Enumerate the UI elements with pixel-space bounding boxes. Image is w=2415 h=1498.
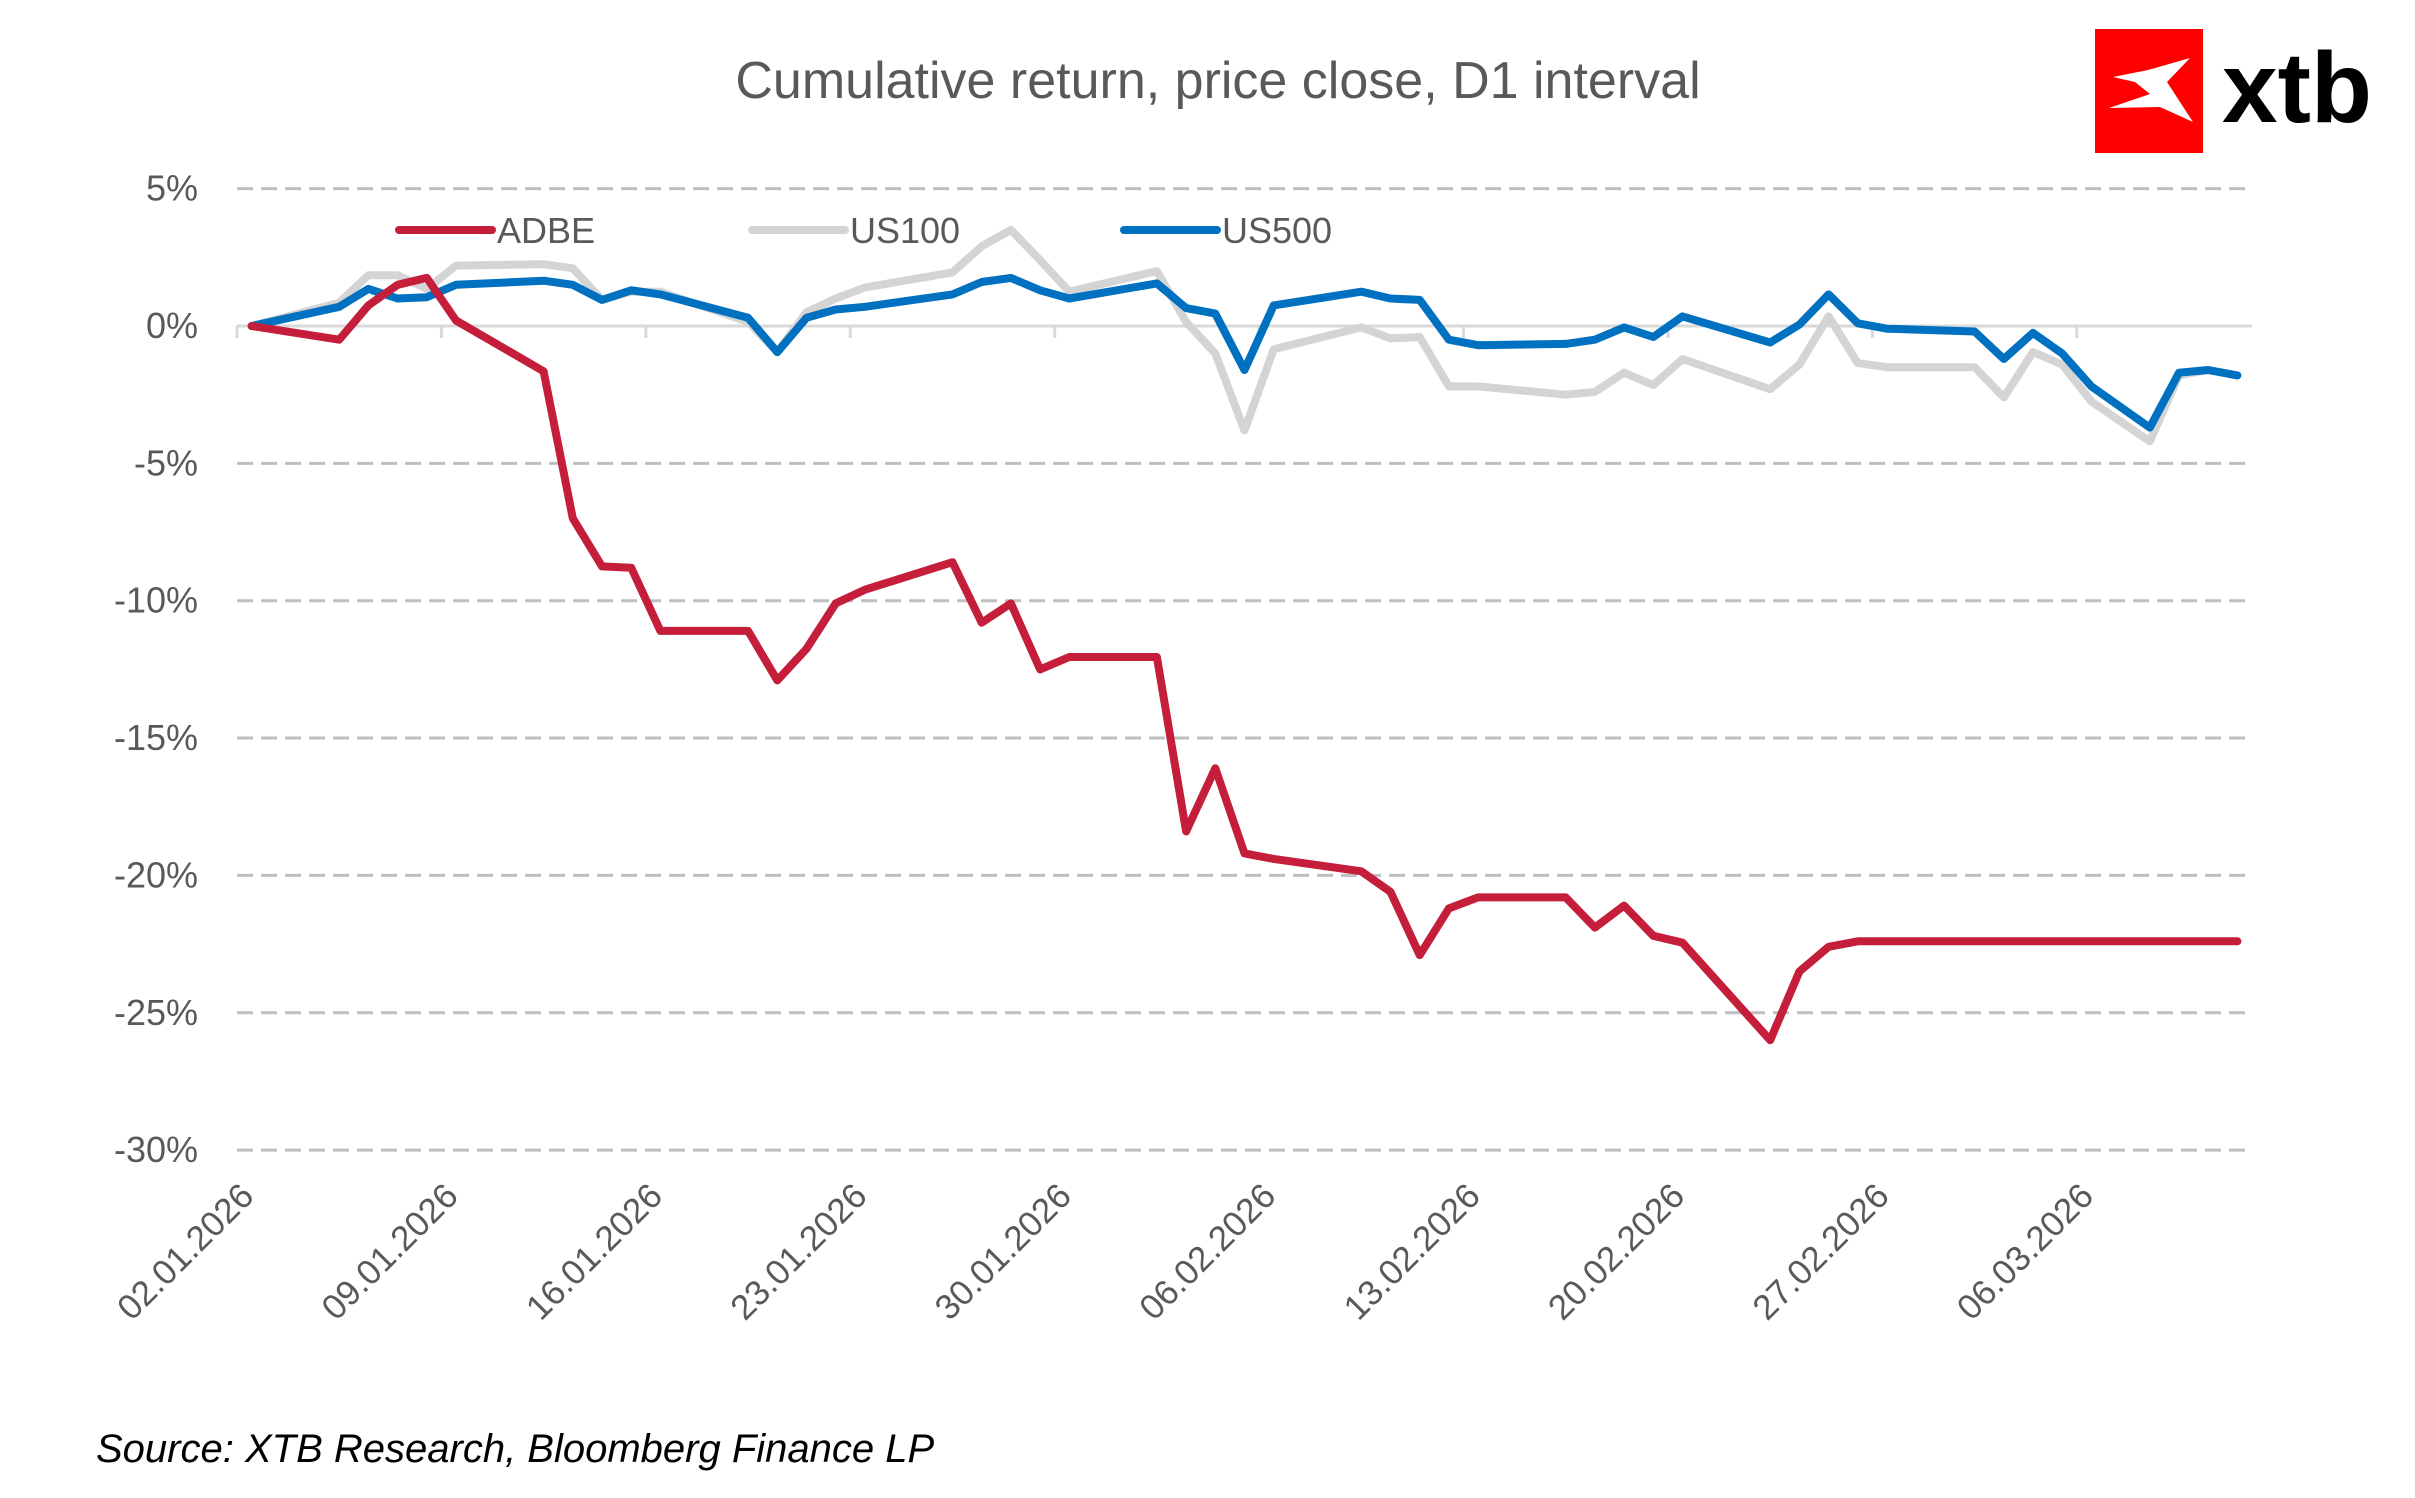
x-tick-label: 27.02.2026 <box>1745 1176 1896 1327</box>
series-lines <box>247 225 2242 1045</box>
x-tick-label: 20.02.2026 <box>1541 1176 1692 1327</box>
x-axis-labels: 02.01.2026 09.01.2026 16.01.2026 23.01.2026… <box>110 1176 2101 1327</box>
source-note: Source: XTB Research, Bloomberg Finance … <box>96 1427 935 1471</box>
x-tick-label: 16.01.2026 <box>519 1176 670 1327</box>
series-line-us500 <box>247 273 2242 432</box>
logo-text: xtb <box>2222 32 2372 144</box>
legend-label: US500 <box>1222 210 1332 251</box>
legend: ADBE US100 US500 <box>395 210 1332 251</box>
chart-title: Cumulative return, price close, D1 inter… <box>735 52 1700 110</box>
logo-x-icon <box>2109 58 2193 122</box>
legend-label: US100 <box>850 210 960 251</box>
xtb-logo: xtb <box>2095 29 2372 153</box>
legend-item-us100: US100 <box>748 210 960 251</box>
y-tick-label: -5% <box>134 442 198 483</box>
x-tick-label: 02.01.2026 <box>110 1176 261 1327</box>
y-tick-label: 5% <box>146 168 198 209</box>
legend-item-adbe: ADBE <box>395 210 595 251</box>
x-tick-label: 30.01.2026 <box>927 1176 1078 1327</box>
series-adbe <box>247 273 2242 1045</box>
y-tick-label: -10% <box>114 580 198 621</box>
x-tick-label: 06.03.2026 <box>1950 1176 2101 1327</box>
y-tick-label: -30% <box>114 1129 198 1170</box>
y-tick-label: -20% <box>114 854 198 895</box>
x-tick-label: 09.01.2026 <box>314 1176 465 1327</box>
y-tick-label: -15% <box>114 717 198 758</box>
y-tick-label: 0% <box>146 305 198 346</box>
y-axis-labels: 5% 0% -5% -10% -15% -20% -25% -30% <box>114 168 198 1170</box>
x-tick-label: 23.01.2026 <box>723 1176 874 1327</box>
y-tick-label: -25% <box>114 992 198 1033</box>
legend-item-us500: US500 <box>1120 210 1332 251</box>
series-line-adbe <box>247 273 2242 1045</box>
series-us500 <box>247 273 2242 432</box>
legend-label: ADBE <box>497 210 595 251</box>
x-tick-label: 13.02.2026 <box>1336 1176 1487 1327</box>
x-tick-label: 06.02.2026 <box>1132 1176 1283 1327</box>
